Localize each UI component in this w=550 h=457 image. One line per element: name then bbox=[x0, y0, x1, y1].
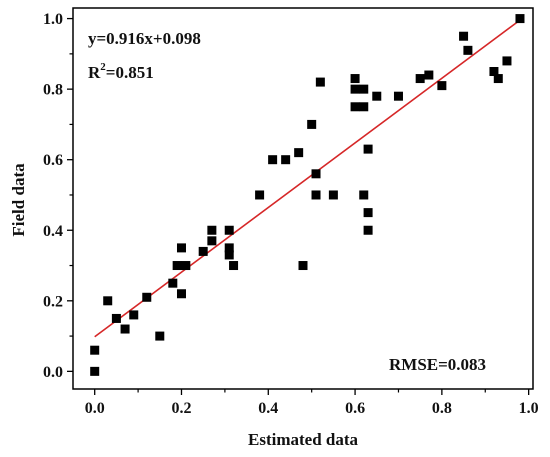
data-point bbox=[363, 225, 373, 235]
r-squared-label: R2=0.851 bbox=[88, 61, 154, 82]
data-point bbox=[294, 148, 304, 158]
data-point bbox=[207, 225, 217, 235]
data-point bbox=[198, 246, 208, 256]
regression-line bbox=[94, 19, 521, 338]
data-point bbox=[363, 208, 373, 218]
x-axis: 0.0 0.2 0.4 0.6 0.8 1.0 bbox=[85, 389, 539, 417]
data-point bbox=[90, 345, 100, 355]
data-point bbox=[120, 324, 130, 334]
data-point bbox=[207, 236, 217, 246]
y-tick-label: 1.0 bbox=[43, 11, 63, 28]
data-point bbox=[181, 261, 191, 271]
x-axis-title: Estimated data bbox=[248, 430, 359, 449]
data-point bbox=[363, 144, 373, 154]
data-point bbox=[311, 169, 321, 179]
data-point bbox=[176, 243, 186, 253]
x-tick-label: 0.0 bbox=[85, 400, 105, 417]
data-point bbox=[172, 261, 182, 271]
x-tick-label: 1.0 bbox=[519, 400, 539, 417]
x-tick-label: 0.4 bbox=[258, 400, 278, 417]
data-point bbox=[459, 31, 469, 41]
data-point bbox=[424, 70, 434, 80]
data-point bbox=[268, 155, 278, 165]
data-point bbox=[493, 74, 503, 84]
data-point bbox=[359, 102, 369, 112]
r-squared-prefix: R bbox=[88, 63, 101, 82]
rmse-label: RMSE=0.083 bbox=[389, 355, 486, 374]
data-point bbox=[515, 14, 525, 24]
y-tick-label: 0.2 bbox=[43, 293, 63, 310]
data-point bbox=[168, 278, 178, 288]
data-point bbox=[372, 91, 382, 101]
data-point bbox=[307, 119, 317, 129]
x-tick-label: 0.6 bbox=[345, 400, 365, 417]
y-tick-label: 0.4 bbox=[43, 223, 63, 240]
data-point bbox=[129, 310, 139, 320]
data-point bbox=[90, 366, 100, 376]
x-tick-label: 0.8 bbox=[432, 400, 452, 417]
data-point bbox=[255, 190, 265, 200]
x-tick-label: 0.2 bbox=[171, 400, 191, 417]
data-point bbox=[155, 331, 165, 341]
data-point bbox=[359, 190, 369, 200]
data-point bbox=[176, 289, 186, 299]
fit-line-layer bbox=[94, 19, 521, 338]
data-point bbox=[489, 67, 499, 76]
data-point bbox=[437, 81, 447, 91]
data-point bbox=[298, 261, 308, 271]
data-point bbox=[311, 190, 321, 200]
data-point bbox=[350, 74, 360, 84]
y-tick-label: 0.6 bbox=[43, 152, 63, 169]
data-point bbox=[224, 225, 234, 235]
data-points bbox=[90, 14, 525, 376]
y-tick-label: 0.8 bbox=[43, 82, 63, 99]
data-point bbox=[224, 243, 234, 253]
data-point bbox=[502, 56, 512, 66]
data-point bbox=[328, 190, 338, 200]
y-tick-label: 0.0 bbox=[43, 364, 63, 381]
data-point bbox=[229, 261, 239, 271]
data-point bbox=[281, 155, 291, 165]
data-point bbox=[350, 84, 360, 94]
y-axis-title: Field data bbox=[9, 163, 28, 237]
plot-area-frame bbox=[72, 7, 534, 390]
data-point bbox=[463, 45, 473, 55]
data-point bbox=[359, 84, 369, 94]
data-point bbox=[224, 250, 234, 260]
y-axis: 0.0 0.2 0.4 0.6 0.8 1.0 bbox=[43, 11, 73, 381]
data-point bbox=[315, 77, 325, 87]
r-squared-value: =0.851 bbox=[106, 63, 154, 82]
data-point bbox=[415, 74, 425, 84]
data-point bbox=[393, 91, 403, 101]
data-point bbox=[111, 313, 121, 323]
equation-label: y=0.916x+0.098 bbox=[88, 29, 201, 48]
r-squared-superscript: 2 bbox=[100, 61, 106, 73]
data-point bbox=[103, 296, 113, 306]
data-point bbox=[142, 292, 152, 302]
data-point bbox=[350, 102, 360, 112]
